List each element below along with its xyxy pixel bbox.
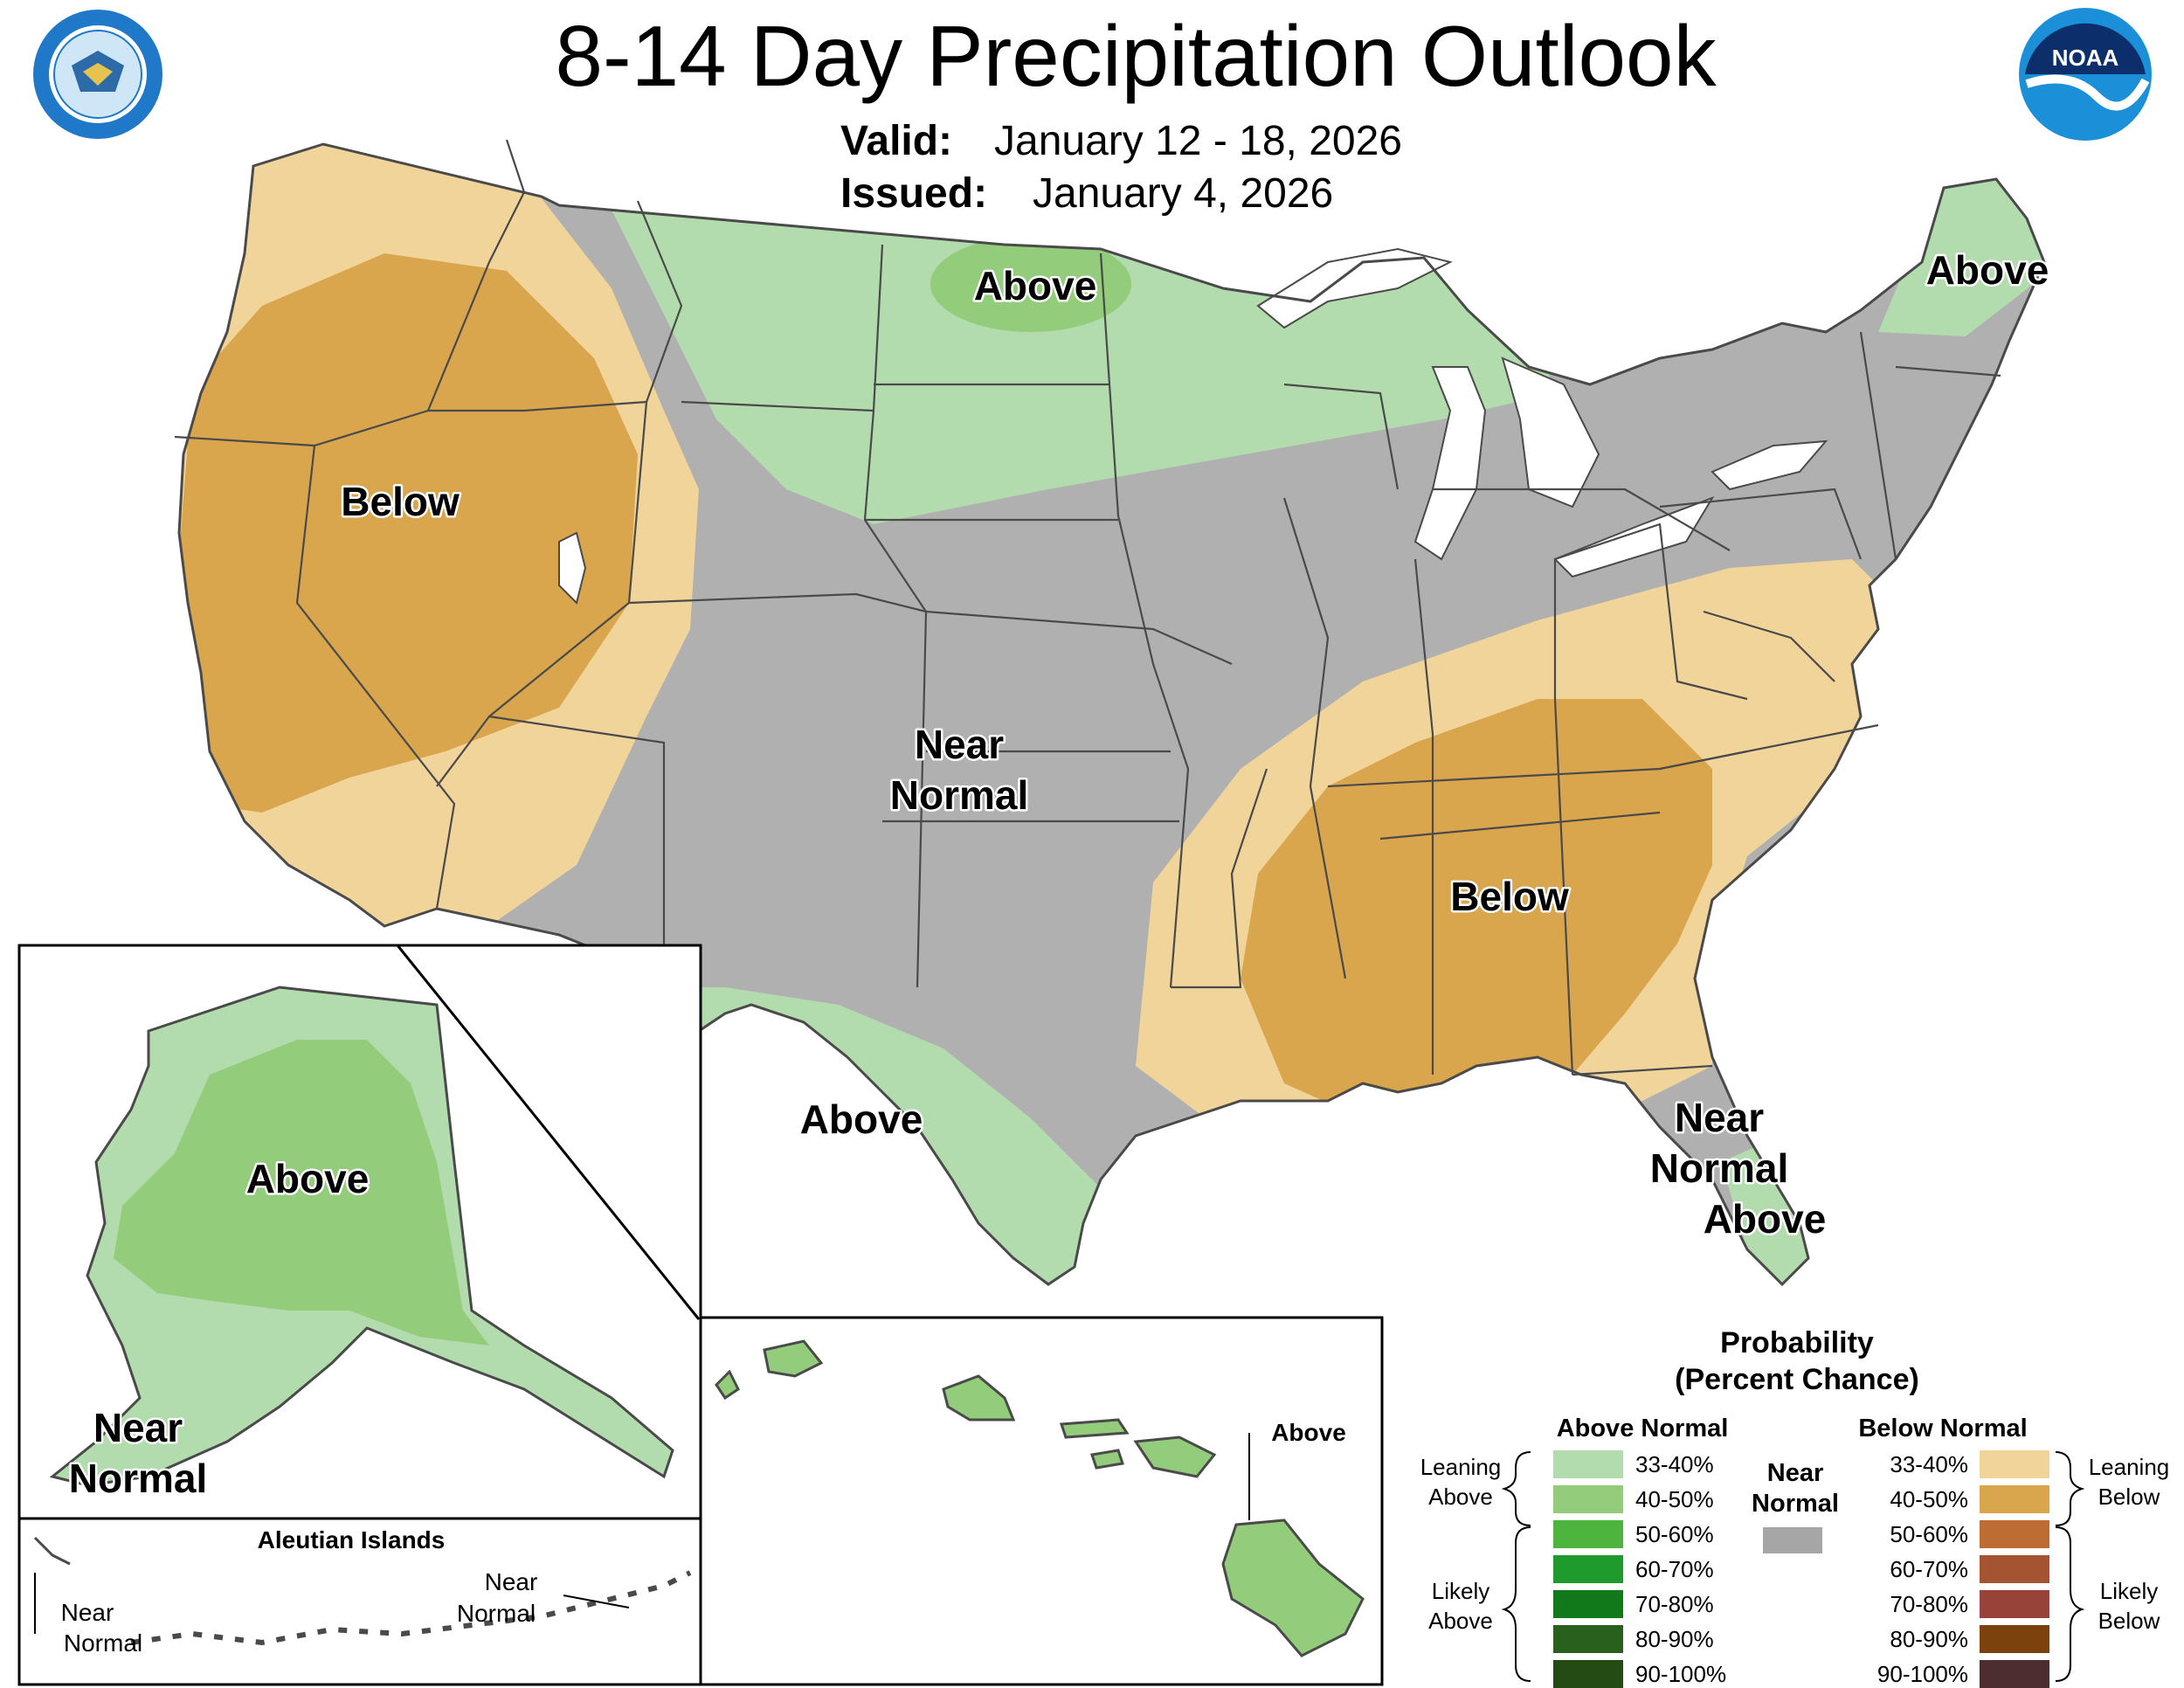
legend-leaning-below-line2: Below bbox=[2098, 1484, 2160, 1510]
legend-likely-above-line2: Above bbox=[1428, 1608, 1493, 1634]
legend-below-header: Below Normal bbox=[1858, 1415, 2027, 1442]
legend-brace-leaning-below bbox=[2055, 1451, 2085, 1526]
legend-above-label-3: 60-70% bbox=[1635, 1556, 1714, 1582]
label-aleutian-west-line1: Near bbox=[61, 1599, 114, 1626]
label-above-northern-plains: Above bbox=[974, 263, 1097, 308]
legend: Probability (Percent Chance) Above Norma… bbox=[1420, 1326, 2170, 1688]
label-above-maine: Above bbox=[1926, 247, 2049, 293]
legend-leaning-above-line2: Above bbox=[1428, 1484, 1493, 1510]
legend-above-label-5: 80-90% bbox=[1635, 1626, 1714, 1652]
legend-above-rows: 33-40% 40-50% 50-60% 60-70% 70-80% 80-90% 90-1… bbox=[1553, 1450, 1726, 1688]
legend-below-swatch-0 bbox=[1980, 1450, 2049, 1478]
legend-above-label-6: 90-100% bbox=[1635, 1661, 1726, 1687]
label-near-normal-central-line2: Normal bbox=[890, 772, 1028, 818]
legend-leaning-above-line1: Leaning bbox=[1420, 1454, 1502, 1480]
alaska-above-core bbox=[114, 1040, 489, 1346]
label-aleutian-east-line1: Near bbox=[485, 1568, 538, 1595]
below-southeast-core-region bbox=[1241, 699, 1712, 1118]
legend-below-label-4: 70-80% bbox=[1890, 1591, 1968, 1617]
below-west-core-region bbox=[179, 253, 638, 813]
legend-above-label-2: 50-60% bbox=[1635, 1521, 1714, 1547]
legend-above-swatch-0 bbox=[1553, 1450, 1623, 1478]
legend-brace-likely-above bbox=[1501, 1526, 1531, 1682]
label-hawaii-above: Above bbox=[1271, 1419, 1346, 1446]
label-near-normal-florida-line1: Near bbox=[1675, 1095, 1764, 1140]
valid-label: Valid: bbox=[840, 118, 952, 164]
hawaii-inset: Above bbox=[699, 1316, 1384, 1686]
legend-above-label-1: 40-50% bbox=[1635, 1486, 1714, 1512]
legend-near-line2: Normal bbox=[1752, 1490, 1839, 1518]
aleutian-title: Aleutian Islands bbox=[258, 1526, 446, 1553]
legend-above-swatch-3 bbox=[1553, 1555, 1623, 1583]
legend-below-label-5: 80-90% bbox=[1890, 1626, 1968, 1652]
legend-below-swatch-6 bbox=[1980, 1660, 2049, 1688]
above-north-dakota-core bbox=[930, 236, 1131, 332]
legend-likely-above-line1: Likely bbox=[1432, 1578, 1489, 1604]
label-aleutian-west-line2: Normal bbox=[64, 1629, 142, 1657]
label-near-normal-florida-line2: Normal bbox=[1650, 1145, 1788, 1191]
label-alaska-near-normal-line1: Near bbox=[93, 1405, 183, 1450]
map-title: 8-14 Day Precipitation Outlook bbox=[555, 8, 1717, 104]
alaska-inset: Above Near Normal bbox=[17, 944, 702, 1520]
department-of-commerce-seal-icon bbox=[33, 10, 162, 139]
legend-likely-below-line1: Likely bbox=[2100, 1578, 2158, 1604]
legend-below-label-1: 40-50% bbox=[1890, 1486, 1968, 1512]
noaa-logo-text: NOAA bbox=[2052, 45, 2119, 71]
above-maine-region bbox=[1878, 166, 2044, 336]
legend-below-label-2: 50-60% bbox=[1890, 1521, 1968, 1547]
legend-below-swatch-1 bbox=[1980, 1485, 2049, 1513]
legend-below-swatch-3 bbox=[1980, 1555, 2049, 1583]
label-near-normal-central-line1: Near bbox=[915, 722, 1004, 767]
issued-label: Issued: bbox=[840, 170, 987, 217]
legend-below-swatch-2 bbox=[1980, 1520, 2049, 1548]
legend-below-rows: 33-40% 40-50% 50-60% 60-70% 70-80% 80-90% 90-1… bbox=[1877, 1450, 2049, 1688]
legend-above-label-0: 33-40% bbox=[1635, 1451, 1714, 1477]
legend-near-swatch bbox=[1763, 1527, 1822, 1553]
aleutian-inset: Aleutian Islands Near Normal Near Normal bbox=[17, 1517, 702, 1686]
label-below-southeast: Below bbox=[1450, 874, 1569, 919]
legend-brace-likely-below bbox=[2055, 1526, 2085, 1682]
legend-near-line1: Near bbox=[1767, 1459, 1824, 1487]
noaa-logo-icon: NOAA bbox=[2019, 8, 2152, 141]
legend-above-header: Above Normal bbox=[1557, 1415, 1729, 1442]
label-alaska-above: Above bbox=[246, 1156, 370, 1201]
legend-above-swatch-1 bbox=[1553, 1485, 1623, 1513]
legend-above-swatch-4 bbox=[1553, 1590, 1623, 1618]
legend-below-swatch-4 bbox=[1980, 1590, 2049, 1618]
legend-brace-leaning-above bbox=[1501, 1451, 1531, 1526]
legend-title-line2: (Percent Chance) bbox=[1675, 1363, 1919, 1396]
legend-above-swatch-6 bbox=[1553, 1660, 1623, 1688]
issued-value: January 4, 2026 bbox=[1033, 170, 1333, 217]
label-above-florida: Above bbox=[1704, 1196, 1827, 1242]
label-below-west: Below bbox=[341, 479, 460, 524]
label-alaska-near-normal-line2: Normal bbox=[69, 1456, 207, 1501]
above-texas-region bbox=[577, 987, 1109, 1284]
legend-above-swatch-2 bbox=[1553, 1520, 1623, 1548]
legend-above-swatch-5 bbox=[1553, 1625, 1623, 1653]
legend-above-label-4: 70-80% bbox=[1635, 1591, 1714, 1617]
legend-below-swatch-5 bbox=[1980, 1625, 2049, 1653]
legend-likely-below-line2: Below bbox=[2098, 1608, 2160, 1634]
legend-below-label-3: 60-70% bbox=[1890, 1556, 1968, 1582]
label-aleutian-east-line2: Normal bbox=[457, 1600, 536, 1627]
label-above-texas: Above bbox=[800, 1097, 923, 1142]
valid-value: January 12 - 18, 2026 bbox=[994, 118, 1402, 164]
legend-below-label-6: 90-100% bbox=[1877, 1661, 1968, 1687]
legend-title-line1: Probability bbox=[1720, 1326, 1874, 1359]
legend-leaning-below-line1: Leaning bbox=[2089, 1454, 2170, 1480]
legend-below-label-0: 33-40% bbox=[1890, 1451, 1968, 1477]
